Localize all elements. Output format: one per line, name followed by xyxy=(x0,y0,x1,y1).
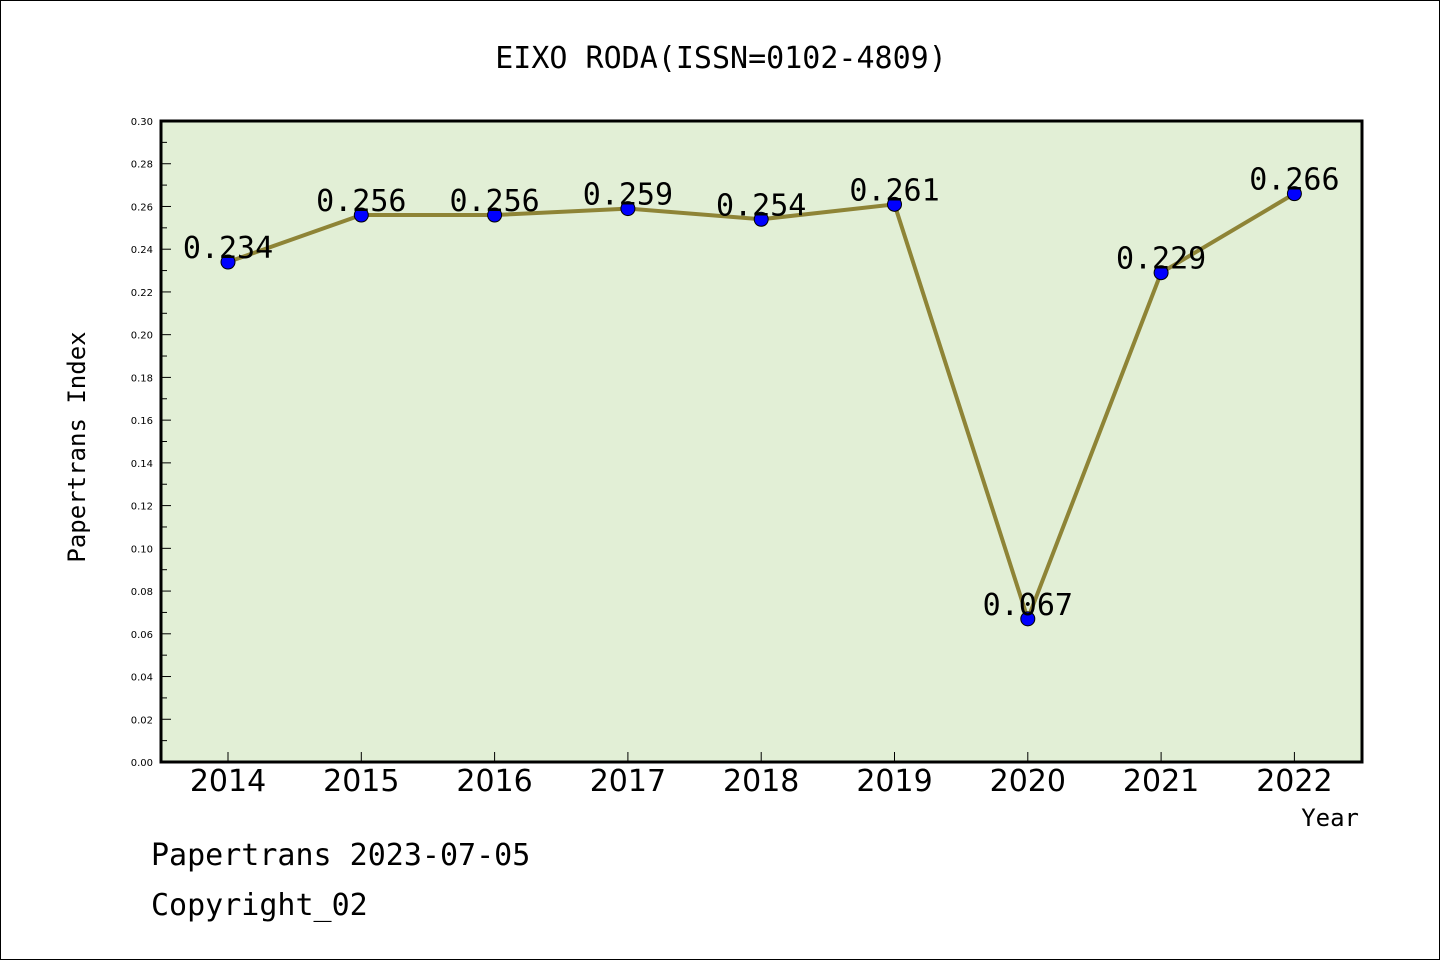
y-tick-label: 0.24 xyxy=(131,245,153,256)
data-label: 0.067 xyxy=(983,588,1073,623)
y-axis-label: Papertrans Index xyxy=(63,331,91,562)
y-tick-label: 0.16 xyxy=(131,416,153,427)
x-tick-label: 2022 xyxy=(1256,764,1332,799)
x-tick-label: 2019 xyxy=(856,764,932,799)
data-label: 0.259 xyxy=(583,178,673,213)
data-label: 0.266 xyxy=(1249,163,1339,198)
y-tick-label: 0.22 xyxy=(131,288,153,299)
x-tick-label: 2018 xyxy=(723,764,799,799)
data-label: 0.256 xyxy=(449,184,539,219)
y-tick-label: 0.20 xyxy=(131,331,153,342)
data-point xyxy=(1286,186,1302,202)
x-tick-label: 2015 xyxy=(323,764,399,799)
data-point xyxy=(1153,265,1169,281)
data-label: 0.254 xyxy=(716,188,806,223)
y-tick-label: 0.04 xyxy=(131,673,153,684)
data-label: 0.256 xyxy=(316,184,406,219)
x-axis-label: Year xyxy=(1301,804,1359,832)
plot-area xyxy=(159,119,1364,764)
y-tick-label: 0.06 xyxy=(131,630,153,641)
y-tick-label: 0.12 xyxy=(131,502,153,513)
x-axis-ticks: 2014 2015 2016 2017 2018 2019 2020 2021 2022 xyxy=(190,752,1333,799)
data-point xyxy=(487,207,503,223)
y-axis-ticks: 0.00 0.02 0.04 0.06 0.08 0.10 0.12 0.14 0.16 0.18… xyxy=(131,117,171,769)
x-tick-label: 2021 xyxy=(1123,764,1199,799)
y-tick-label: 0.30 xyxy=(131,117,153,128)
data-label: 0.234 xyxy=(183,231,273,266)
data-point xyxy=(887,196,902,212)
x-tick-label: 2014 xyxy=(190,764,266,799)
y-tick-label: 0.14 xyxy=(131,459,153,470)
data-point xyxy=(753,211,769,227)
data-point xyxy=(620,201,636,217)
y-tick-label: 0.26 xyxy=(131,202,153,213)
y-tick-label: 0.28 xyxy=(131,160,153,171)
data-label: 0.229 xyxy=(1116,242,1206,277)
data-point xyxy=(353,207,369,223)
x-tick-label: 2017 xyxy=(590,764,666,799)
y-tick-label: 0.18 xyxy=(131,373,153,384)
chart-title: EIXO RODA(ISSN=0102-4809) xyxy=(495,41,947,76)
y-tick-label: 0.00 xyxy=(131,758,153,769)
series-points-group xyxy=(220,186,1302,627)
y-tick-label: 0.02 xyxy=(131,715,153,726)
footer-date: Papertrans 2023-07-05 xyxy=(151,838,530,873)
data-point xyxy=(220,254,236,270)
y-tick-label: 0.10 xyxy=(131,544,153,555)
x-tick-label: 2020 xyxy=(990,764,1066,799)
data-labels-group: 0.234 0.256 0.256 0.259 0.254 0.261 0.067 0.229… xyxy=(183,163,1340,623)
x-tick-label: 2016 xyxy=(456,764,532,799)
y-tick-label: 0.08 xyxy=(131,587,153,598)
data-label: 0.261 xyxy=(849,173,939,208)
footer-copyright: Copyright_02 xyxy=(151,888,368,923)
data-point xyxy=(1020,611,1036,627)
